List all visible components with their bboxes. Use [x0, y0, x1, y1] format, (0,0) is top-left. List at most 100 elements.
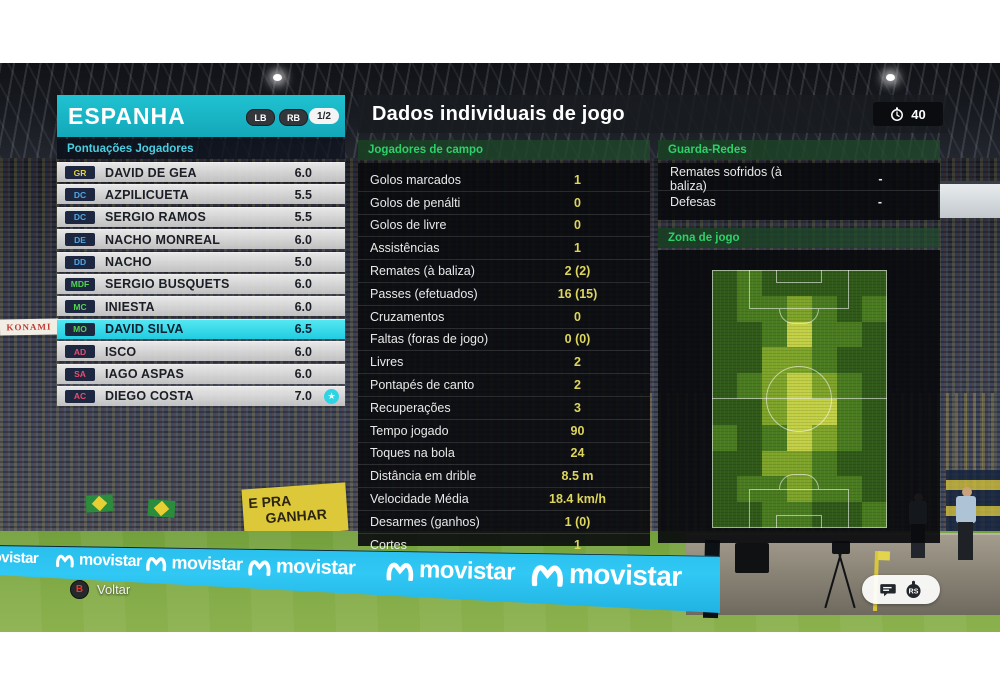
stat-label: Golos de livre — [370, 218, 447, 233]
right-stick-label: RS — [909, 589, 919, 596]
player-list: GR DAVID DE GEA 6.0 DC AZPILICUETA 5.5 DC SERGI… — [57, 162, 345, 408]
lb-shoulder-button[interactable]: LB — [246, 109, 275, 126]
stat-row: Tempo jogado 90 — [358, 418, 650, 442]
player-rating: 5.5 — [294, 210, 312, 225]
field-player-stats: Golos marcados 1 Golos de penálti 0 Golos de… — [358, 163, 650, 552]
clock-badge: 40 — [873, 102, 943, 126]
heatmap-cell — [862, 476, 887, 503]
heatmap-cell — [862, 424, 887, 451]
stat-label: Cortes — [370, 537, 407, 552]
player-rating: 6.0 — [294, 232, 312, 247]
movistar-wordmark: movistar — [78, 551, 142, 570]
position-badge: DD — [65, 255, 95, 269]
position-badge: DC — [65, 188, 95, 202]
goalkeeper-header: Guarda-Redes — [658, 140, 940, 160]
stat-value: 1 — [574, 537, 581, 552]
player-name: NACHO — [105, 255, 152, 270]
chat-bubble-icon[interactable] — [879, 581, 897, 599]
crowd-banner: E PRA GANHAR — [241, 482, 349, 538]
movistar-logo: movistar — [385, 556, 515, 587]
position-badge: DC — [65, 210, 95, 224]
stat-label: Cruzamentos — [370, 309, 445, 324]
heatmap-cell — [737, 321, 762, 348]
stat-value: 0 — [574, 309, 581, 324]
clock-icon — [891, 107, 904, 121]
heatmap-cell — [837, 424, 862, 451]
heatmap-cell — [737, 373, 762, 399]
player-row[interactable]: MDF SERGIO BUSQUETS 6.0 — [57, 273, 345, 294]
heatmap-cell — [837, 502, 862, 528]
stat-label: Desarmes (ganhos) — [370, 514, 480, 529]
position-badge: AC — [65, 389, 95, 403]
movistar-m-icon — [531, 565, 563, 588]
camera-tripod — [824, 541, 864, 611]
player-row[interactable]: AC DIEGO COSTA 7.0 ★ — [57, 385, 345, 406]
player-row[interactable]: DD NACHO 5.0 — [57, 251, 345, 272]
heatmap-cell — [712, 476, 737, 503]
player-name: SERGIO RAMOS — [105, 210, 207, 225]
player-name: DIEGO COSTA — [105, 389, 194, 404]
stat-value: - — [878, 171, 883, 186]
floodlight — [886, 74, 895, 81]
player-row[interactable]: SA IAGO ASPAS 6.0 — [57, 363, 345, 384]
position-badge: GR — [65, 166, 95, 179]
stat-row: Assistências 1 — [358, 236, 650, 259]
right-stick-icon[interactable]: RS — [904, 580, 923, 599]
player-name: INIESTA — [105, 299, 155, 314]
panel-title-bar: Dados individuais de jogo 40 — [358, 95, 948, 133]
stat-row: Golos de livre 0 — [358, 213, 650, 237]
stat-value: 0 — [574, 218, 581, 233]
stat-value: 1 — [574, 172, 581, 187]
heatmap-cell — [712, 295, 737, 322]
stat-label: Remates sofridos (à baliza) — [670, 164, 782, 193]
player-name: IAGO ASPAS — [105, 367, 185, 382]
stat-value: 90 — [570, 423, 585, 438]
heatmap-pitch — [712, 270, 887, 528]
player-name: DAVID DE GEA — [105, 165, 197, 180]
stat-label: Pontapés de canto — [370, 378, 475, 393]
stat-value: 16 (15) — [557, 286, 598, 301]
player-row[interactable]: DC SERGIO RAMOS 5.5 — [57, 206, 345, 227]
stat-label: Recuperações — [370, 400, 451, 415]
player-row[interactable]: MC INIESTA 6.0 — [57, 296, 345, 317]
heatmap-cell — [737, 424, 762, 451]
heatmap-cell — [862, 450, 887, 477]
stat-value: 1 (0) — [564, 514, 591, 529]
player-row[interactable]: MO DAVID SILVA 6.5 — [57, 318, 345, 339]
heatmap-cell — [862, 321, 887, 348]
stat-row: Golos marcados 1 — [358, 169, 650, 191]
heatmap-cell — [862, 295, 887, 322]
stat-value: 8.5 m — [561, 469, 594, 484]
back-button[interactable]: B Voltar — [70, 580, 130, 599]
movistar-m-icon — [386, 562, 414, 582]
player-row[interactable]: AD ISCO 6.0 — [57, 341, 345, 362]
position-badge: MC — [65, 300, 95, 314]
player-rating: 6.0 — [294, 367, 312, 382]
position-badge: DE — [65, 233, 95, 247]
player-row[interactable]: GR DAVID DE GEA 6.0 — [57, 162, 345, 182]
rb-shoulder-button[interactable]: RB — [279, 109, 308, 126]
heatmap-cell — [712, 450, 737, 477]
player-rating: 6.0 — [294, 277, 312, 292]
heatmap-cell — [812, 347, 837, 374]
player-row[interactable]: DC AZPILICUETA 5.5 — [57, 184, 345, 205]
player-name: SERGIO BUSQUETS — [105, 277, 230, 292]
position-badge: AD — [65, 345, 95, 359]
controller-b-button-icon[interactable]: B — [70, 580, 89, 599]
stat-value: 0 — [574, 195, 581, 210]
goalkeeper-stats: Remates sofridos (à baliza) - Defesas - — [658, 163, 940, 220]
heatmap-cell — [712, 270, 737, 296]
movistar-logo: movistar — [247, 554, 356, 580]
player-row[interactable]: DE NACHO MONREAL 6.0 — [57, 229, 345, 250]
stat-row: Faltas (foras de jogo) 0 (0) — [358, 327, 650, 351]
center-circle — [766, 366, 832, 432]
movistar-logo: movistar — [530, 558, 682, 594]
stat-row: Distância em drible 8.5 m — [358, 464, 650, 487]
controller-hint-pill: RS — [862, 575, 940, 604]
penalty-area-bottom — [749, 489, 849, 528]
player-name: DAVID SILVA — [105, 322, 184, 337]
stat-label: Tempo jogado — [370, 423, 449, 438]
page-title: Dados individuais de jogo — [372, 102, 625, 125]
stat-value: 18.4 km/h — [549, 492, 606, 507]
stat-label: Faltas (foras de jogo) — [370, 332, 489, 347]
